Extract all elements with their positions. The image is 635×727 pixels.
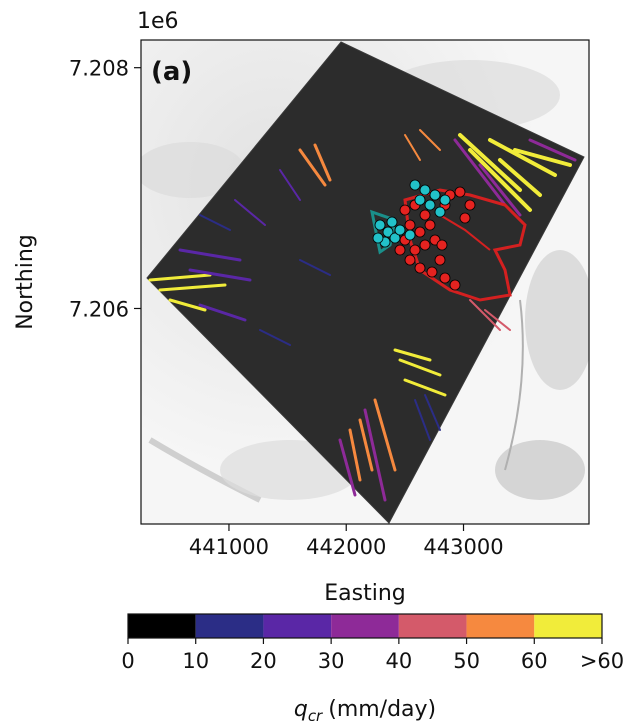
colorbar-segment	[466, 614, 535, 638]
colorbar-tick-label: >60	[580, 649, 624, 673]
y-axis-label: Northing	[13, 234, 38, 330]
panel-label: (a)	[151, 57, 192, 87]
y-tick-label: 7.208	[69, 57, 129, 81]
colorbar-frame	[127, 613, 603, 639]
colorbar-segment	[128, 614, 196, 638]
colorbar: 0 10 20 30 40 50 60 >60	[121, 613, 624, 673]
colorbar-tick-label: 10	[182, 649, 209, 673]
y-axis: 7.206 7.208	[69, 57, 141, 321]
colorbar-segment	[331, 614, 399, 638]
analysis-domain	[147, 42, 584, 523]
colorbar-label-units: (mm/day)	[328, 697, 436, 722]
colorbar-segment	[398, 614, 467, 638]
colorbar-tick-label: 40	[385, 649, 412, 673]
colorbar-tick-label: 50	[453, 649, 480, 673]
colorbar-label-subscript: cr	[308, 707, 323, 725]
x-axis-label: Easting	[324, 581, 406, 606]
colorbar-tick-label: 0	[121, 649, 134, 673]
axes-frame	[140, 39, 590, 525]
plot-area	[140, 39, 590, 525]
colorbar-tick-label: 60	[521, 649, 548, 673]
colorbar-tick-label: 20	[250, 649, 277, 673]
x-axis: 441000 442000 443000	[189, 524, 504, 559]
cyan-markers	[372, 179, 451, 248]
colorbar-tick-label: 30	[318, 649, 345, 673]
colorbar-label: qcr (mm/day)	[294, 697, 436, 725]
colorbar-segment	[534, 614, 602, 638]
y-tick-label: 7.206	[69, 297, 129, 321]
x-tick-label: 443000	[423, 535, 503, 559]
red-outline	[403, 188, 527, 302]
hillshade-background	[141, 40, 589, 524]
x-tick-label: 442000	[306, 535, 386, 559]
q-streaks	[148, 129, 577, 502]
y-offset-text: 1e6	[137, 9, 179, 34]
colorbar-segment	[195, 614, 264, 638]
x-tick-label: 441000	[189, 535, 269, 559]
colorbar-label-symbol: q	[294, 697, 308, 722]
colorbar-segment	[263, 614, 332, 638]
